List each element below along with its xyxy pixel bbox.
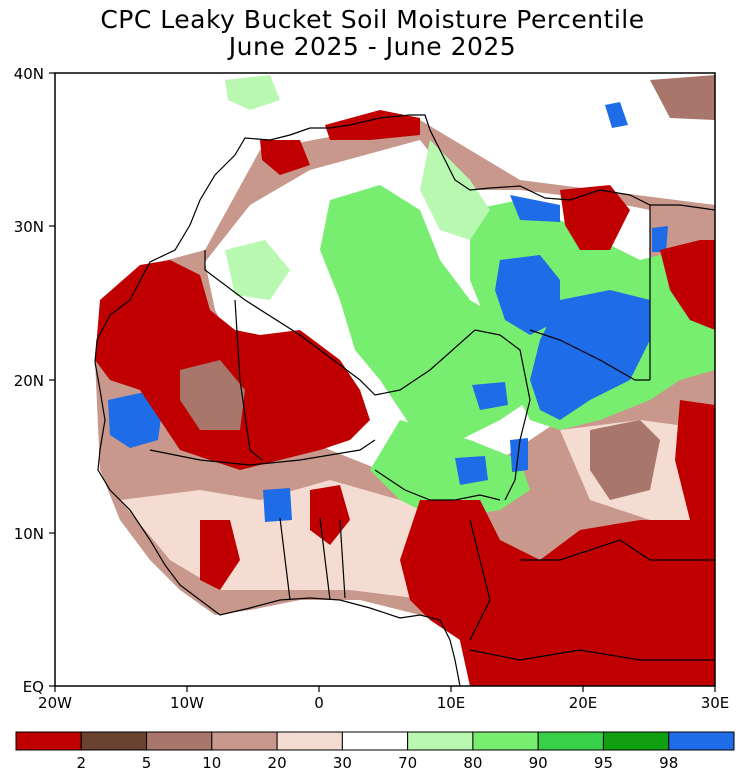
border-car bbox=[520, 539, 715, 561]
legend-swatch bbox=[211, 731, 278, 751]
lat-label-40n: 40N bbox=[14, 65, 44, 83]
legend-swatch bbox=[146, 731, 213, 751]
patch-paler-2 bbox=[225, 240, 290, 300]
coastline-and-borders bbox=[94, 114, 716, 687]
patch-blue-4 bbox=[472, 382, 508, 410]
patch-red-nigeria bbox=[310, 485, 350, 545]
patch-red-ne bbox=[560, 185, 630, 250]
border-ghana bbox=[279, 517, 346, 601]
patch-blue-1 bbox=[495, 255, 560, 335]
lat-label-10n: 10N bbox=[14, 525, 44, 543]
legend-label: 2 bbox=[76, 754, 86, 772]
border-sahel-line bbox=[149, 439, 376, 466]
legend-label: 70 bbox=[398, 754, 417, 772]
patch-green-1 bbox=[320, 185, 540, 440]
patch-blue-8 bbox=[510, 195, 560, 222]
patch-red-morocco bbox=[260, 140, 310, 175]
legend-labels: 2 5 10 20 30 70 80 90 95 98 bbox=[76, 754, 678, 772]
patch-green-3 bbox=[370, 420, 530, 520]
legend-swatch bbox=[668, 731, 735, 751]
legend-swatch bbox=[15, 731, 82, 751]
lon-label-10w: 10W bbox=[170, 694, 204, 712]
patch-red-west bbox=[95, 260, 370, 470]
patch-blue-5 bbox=[455, 456, 488, 485]
lat-label-30n: 30N bbox=[14, 218, 44, 236]
patch-paler-1 bbox=[420, 140, 490, 240]
patch-blue-7 bbox=[263, 488, 292, 522]
legend-label: 90 bbox=[529, 754, 548, 772]
patch-red-east bbox=[660, 240, 715, 330]
lat-label-20n: 20N bbox=[14, 372, 44, 390]
africa-coastline bbox=[94, 114, 716, 363]
west-africa-coast bbox=[94, 361, 461, 687]
border-algeria-mali bbox=[204, 250, 501, 396]
patch-brown-3 bbox=[650, 75, 715, 120]
legend-swatch bbox=[276, 731, 343, 751]
patch-red-med bbox=[325, 110, 420, 140]
patch-blue-10 bbox=[652, 226, 668, 252]
patch-blue-3 bbox=[108, 392, 162, 448]
patch-brown-1 bbox=[590, 420, 660, 500]
patch-red-cote bbox=[200, 520, 240, 590]
lon-label-10e: 10E bbox=[437, 694, 466, 712]
patch-blue-9 bbox=[605, 102, 628, 128]
border-nigeria bbox=[374, 469, 501, 501]
map-field bbox=[55, 73, 715, 686]
lon-label-20e: 20E bbox=[569, 694, 598, 712]
map-title-line1: CPC Leaky Bucket Soil Moisture Percentil… bbox=[100, 5, 645, 34]
patch-red-east2 bbox=[675, 400, 715, 520]
patch-blue-6 bbox=[510, 438, 528, 472]
lon-label-30e: 30E bbox=[701, 694, 730, 712]
border-drc bbox=[469, 649, 715, 661]
legend-label: 5 bbox=[142, 754, 152, 772]
lon-label-0: 0 bbox=[314, 694, 324, 712]
legend-label: 20 bbox=[268, 754, 287, 772]
border-niger-chad bbox=[499, 334, 531, 501]
legend-label: 10 bbox=[202, 754, 221, 772]
legend-label: 80 bbox=[463, 754, 482, 772]
lat-label-eq: EQ bbox=[23, 678, 44, 696]
lon-label-20w: 20W bbox=[38, 694, 72, 712]
legend-swatch bbox=[341, 731, 409, 751]
legend-label: 30 bbox=[333, 754, 352, 772]
legend-swatch bbox=[537, 731, 604, 751]
legend-swatch bbox=[80, 731, 148, 751]
patch-red-south bbox=[400, 500, 715, 686]
legend-colorbar bbox=[15, 731, 735, 751]
border-cameroon bbox=[469, 519, 491, 641]
legend-swatch bbox=[602, 731, 670, 751]
axis-ticks bbox=[49, 72, 716, 692]
legend-swatch bbox=[407, 731, 474, 751]
legend-label: 95 bbox=[594, 754, 613, 772]
patch-brown-2 bbox=[180, 360, 245, 430]
border-sudan bbox=[529, 329, 650, 381]
legend-swatch bbox=[472, 731, 539, 751]
legend-label: 98 bbox=[659, 754, 678, 772]
border-mali-east bbox=[234, 299, 263, 461]
map-title-line2: June 2025 - June 2025 bbox=[228, 32, 517, 61]
patch-paler-3 bbox=[225, 75, 280, 110]
